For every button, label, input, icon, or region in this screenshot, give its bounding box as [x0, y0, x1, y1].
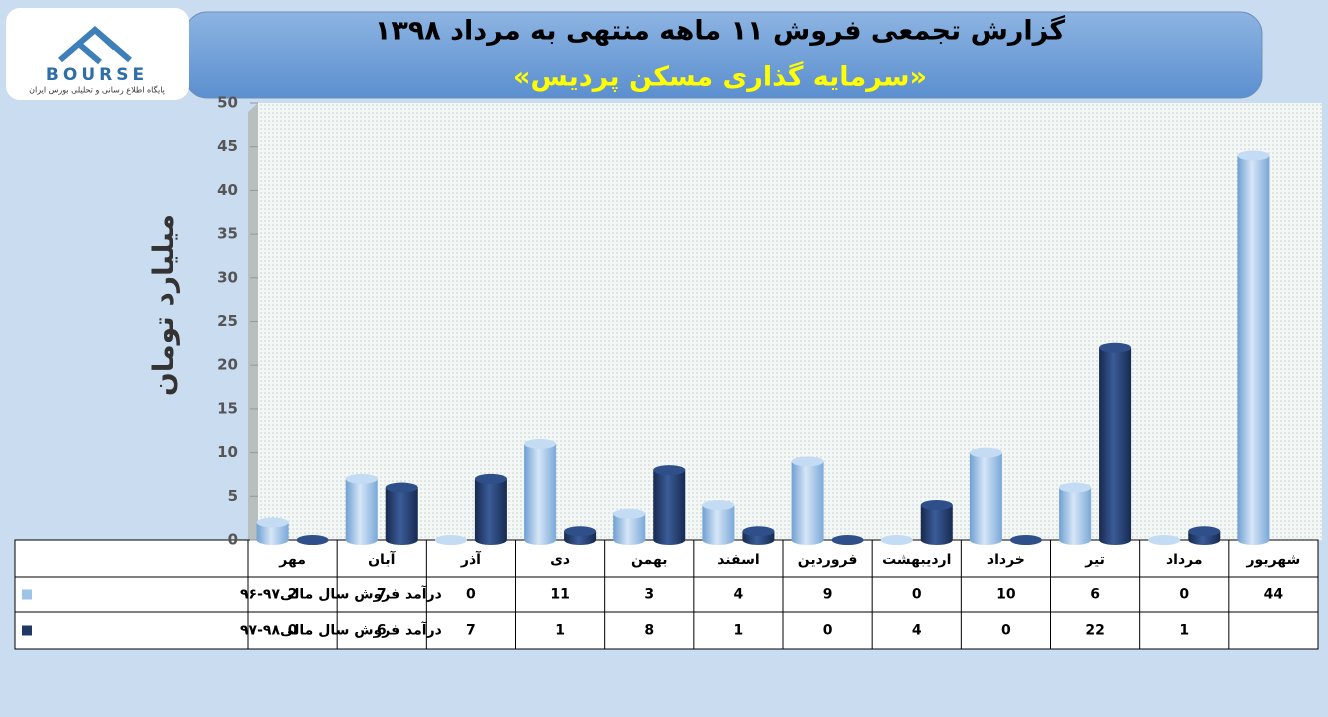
- plot-area: [258, 103, 1322, 540]
- table-value: 1: [1179, 623, 1189, 639]
- table-value: 8: [644, 623, 654, 639]
- table-value: 2: [288, 587, 298, 603]
- y-tick-label: 45: [217, 137, 238, 155]
- bar: [791, 461, 824, 545]
- legend-label: درآمد فروش سال مالی۹۸-۹۷: [240, 621, 442, 639]
- x-tick-label: فروردین: [798, 552, 858, 568]
- bar: [969, 452, 1002, 545]
- x-tick-label: آبان: [368, 550, 396, 568]
- bar: [702, 505, 735, 545]
- y-tick-label: 15: [217, 399, 238, 417]
- bar: [524, 443, 557, 545]
- x-tick-label: اردیبهشت: [882, 552, 951, 568]
- bar: [613, 513, 646, 545]
- bar-top: [1099, 342, 1132, 353]
- bar-top: [613, 508, 646, 519]
- y-tick-label: 0: [228, 531, 238, 549]
- bar: [653, 470, 686, 545]
- bar-top: [1059, 482, 1092, 493]
- bar-top: [702, 500, 735, 511]
- logo-icon: [58, 26, 132, 65]
- bar: [1059, 487, 1092, 545]
- x-tick-label: مهر: [278, 552, 306, 568]
- x-tick-label: دی: [550, 552, 570, 568]
- bar-top: [296, 535, 329, 545]
- table-value: 0: [823, 623, 833, 639]
- bar: [474, 478, 507, 545]
- bar-top: [653, 465, 686, 476]
- y-tick-label: 30: [217, 268, 238, 286]
- chart-title: گزارش تجمعی فروش ۱۱ ماهه منتهی به مرداد …: [375, 15, 1066, 47]
- x-tick-label: مرداد: [1166, 552, 1203, 568]
- x-tick-label: تیر: [1084, 552, 1105, 568]
- table-value: 22: [1085, 623, 1104, 639]
- bar-top: [969, 447, 1002, 458]
- x-tick-label: خرداد: [987, 552, 1025, 568]
- y-axis-label: میلیارد تومان: [147, 214, 180, 396]
- legend-label: درآمد فروش سال مالی۹۷-۹۶: [240, 585, 442, 603]
- x-tick-label: شهریور: [1246, 552, 1301, 568]
- bar-top: [564, 526, 597, 537]
- bar-top: [256, 517, 289, 528]
- bar-top: [524, 438, 557, 449]
- legend-swatch: [22, 589, 32, 600]
- bar: [385, 487, 418, 545]
- table-value: 4: [912, 623, 922, 639]
- x-tick-label: اسفند: [717, 552, 759, 568]
- x-tick-label: بهمن: [631, 552, 667, 568]
- table-value: 1: [555, 623, 565, 639]
- bar: [256, 522, 289, 545]
- logo-name: BOURSE: [46, 65, 148, 85]
- table-value: 10: [996, 587, 1016, 603]
- bar: [920, 505, 953, 545]
- legend-swatch: [22, 625, 32, 636]
- table-value: 11: [550, 587, 569, 603]
- bar-top: [880, 535, 913, 545]
- bar-top: [434, 535, 467, 545]
- bar-top: [831, 535, 864, 545]
- bar-top: [1009, 535, 1042, 545]
- data-table: [14, 539, 1319, 650]
- table-value: 0: [1179, 587, 1189, 603]
- table-value: 4: [734, 587, 744, 603]
- table-value: 1: [734, 623, 744, 639]
- table-value: 44: [1264, 587, 1284, 603]
- bar-top: [345, 473, 378, 484]
- y-tick-label: 10: [217, 443, 238, 461]
- bar-top: [474, 473, 507, 484]
- chart-subtitle: «سرمایه گذاری مسکن پردیس»: [513, 61, 927, 93]
- table-value: 9: [823, 587, 833, 603]
- logo-tagline: پایگاه اطلاع رسانی و تحلیلی بورس ایران: [29, 85, 165, 95]
- y-tick-label: 5: [228, 487, 238, 505]
- table-value: 6: [377, 623, 387, 639]
- y-tick-label: 35: [217, 225, 238, 243]
- bar: [345, 478, 378, 545]
- bar-top: [791, 456, 824, 467]
- table-value: 3: [644, 587, 654, 603]
- bar: [1099, 347, 1132, 545]
- bar-top: [1148, 535, 1181, 545]
- bar-top: [385, 482, 418, 493]
- logo-box: [6, 8, 189, 100]
- bar-top: [1188, 526, 1221, 537]
- side-wall: [248, 103, 258, 548]
- table-value: 0: [288, 623, 298, 639]
- y-tick-label: 40: [217, 181, 238, 199]
- bar-top: [742, 526, 775, 537]
- bar-top: [1237, 150, 1270, 161]
- table-value: 0: [466, 587, 476, 603]
- y-tick-label: 50: [217, 94, 238, 112]
- table-value: 7: [377, 587, 387, 603]
- table-value: 7: [466, 623, 476, 639]
- bar-top: [920, 500, 953, 511]
- bar: [1237, 155, 1270, 545]
- y-tick-label: 25: [217, 312, 238, 330]
- y-tick-label: 20: [217, 356, 238, 374]
- table-value: 0: [912, 587, 922, 603]
- table-value: 6: [1090, 587, 1100, 603]
- x-tick-label: آذر: [460, 550, 482, 568]
- table-value: 0: [1001, 623, 1011, 639]
